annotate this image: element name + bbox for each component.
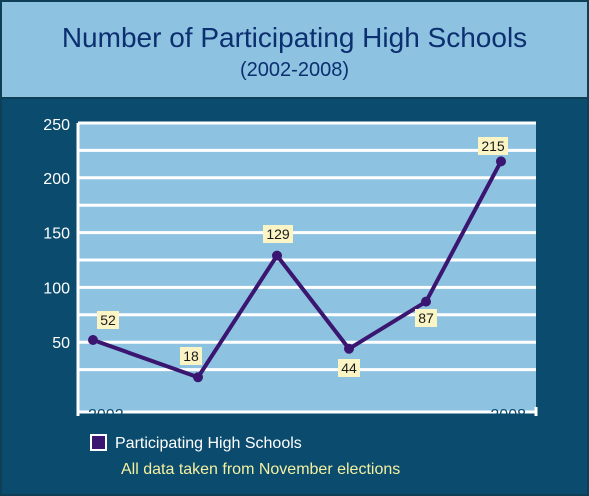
axes	[76, 123, 538, 416]
data-label: 18	[180, 347, 202, 365]
y-tick-label: 200	[43, 171, 70, 188]
data-point	[88, 335, 98, 346]
data-label-box	[180, 347, 202, 365]
data-label-box	[478, 137, 508, 155]
data-label-box	[263, 225, 293, 243]
data-point	[421, 296, 431, 307]
chart-title: Number of Participating High Schools	[61, 22, 528, 53]
chart-subtitle: (2002-2008)	[240, 59, 349, 81]
y-tick-label: 150	[43, 226, 70, 243]
data-label-text: 44	[341, 360, 357, 376]
chart-note: All data taken from November elections	[121, 461, 401, 478]
data-label-box	[97, 311, 119, 329]
series-participating-high-schools	[88, 156, 506, 383]
series-line	[92, 160, 503, 380]
data-label-text: 215	[481, 138, 505, 154]
legend: Participating High Schools	[90, 434, 302, 453]
data-label: 129	[263, 225, 293, 243]
y-axis-ticks: 250 50 100 150 200	[43, 117, 70, 352]
x-tick-label: 2002	[88, 407, 124, 424]
data-label-text: 52	[100, 312, 116, 328]
y-tick-label: 50	[52, 335, 70, 352]
legend-swatch	[90, 434, 107, 451]
y-tick-label: 250	[43, 117, 70, 134]
data-label-text: 18	[183, 348, 199, 364]
data-label-box	[338, 359, 360, 377]
data-label: 215	[478, 137, 508, 155]
data-label: 87	[415, 309, 437, 327]
data-labels: 52 18 129 44 87 215	[97, 137, 508, 377]
data-label: 52	[97, 311, 119, 329]
data-label-text: 129	[266, 226, 290, 242]
y-tick-label: 100	[43, 280, 70, 297]
data-point	[193, 372, 203, 383]
gridlines	[78, 121, 536, 372]
x-tick-label: 2008	[490, 407, 526, 424]
x-axis-ticks: 2002 2008	[88, 407, 526, 424]
data-label-box	[415, 309, 437, 327]
chart-header: Number of Participating High Schools (20…	[2, 2, 587, 99]
data-label: 44	[338, 359, 360, 377]
legend-label: Participating High Schools	[115, 435, 302, 452]
data-point	[344, 343, 354, 354]
data-point	[272, 250, 282, 261]
data-label-text: 87	[418, 310, 434, 326]
data-point	[496, 156, 506, 167]
